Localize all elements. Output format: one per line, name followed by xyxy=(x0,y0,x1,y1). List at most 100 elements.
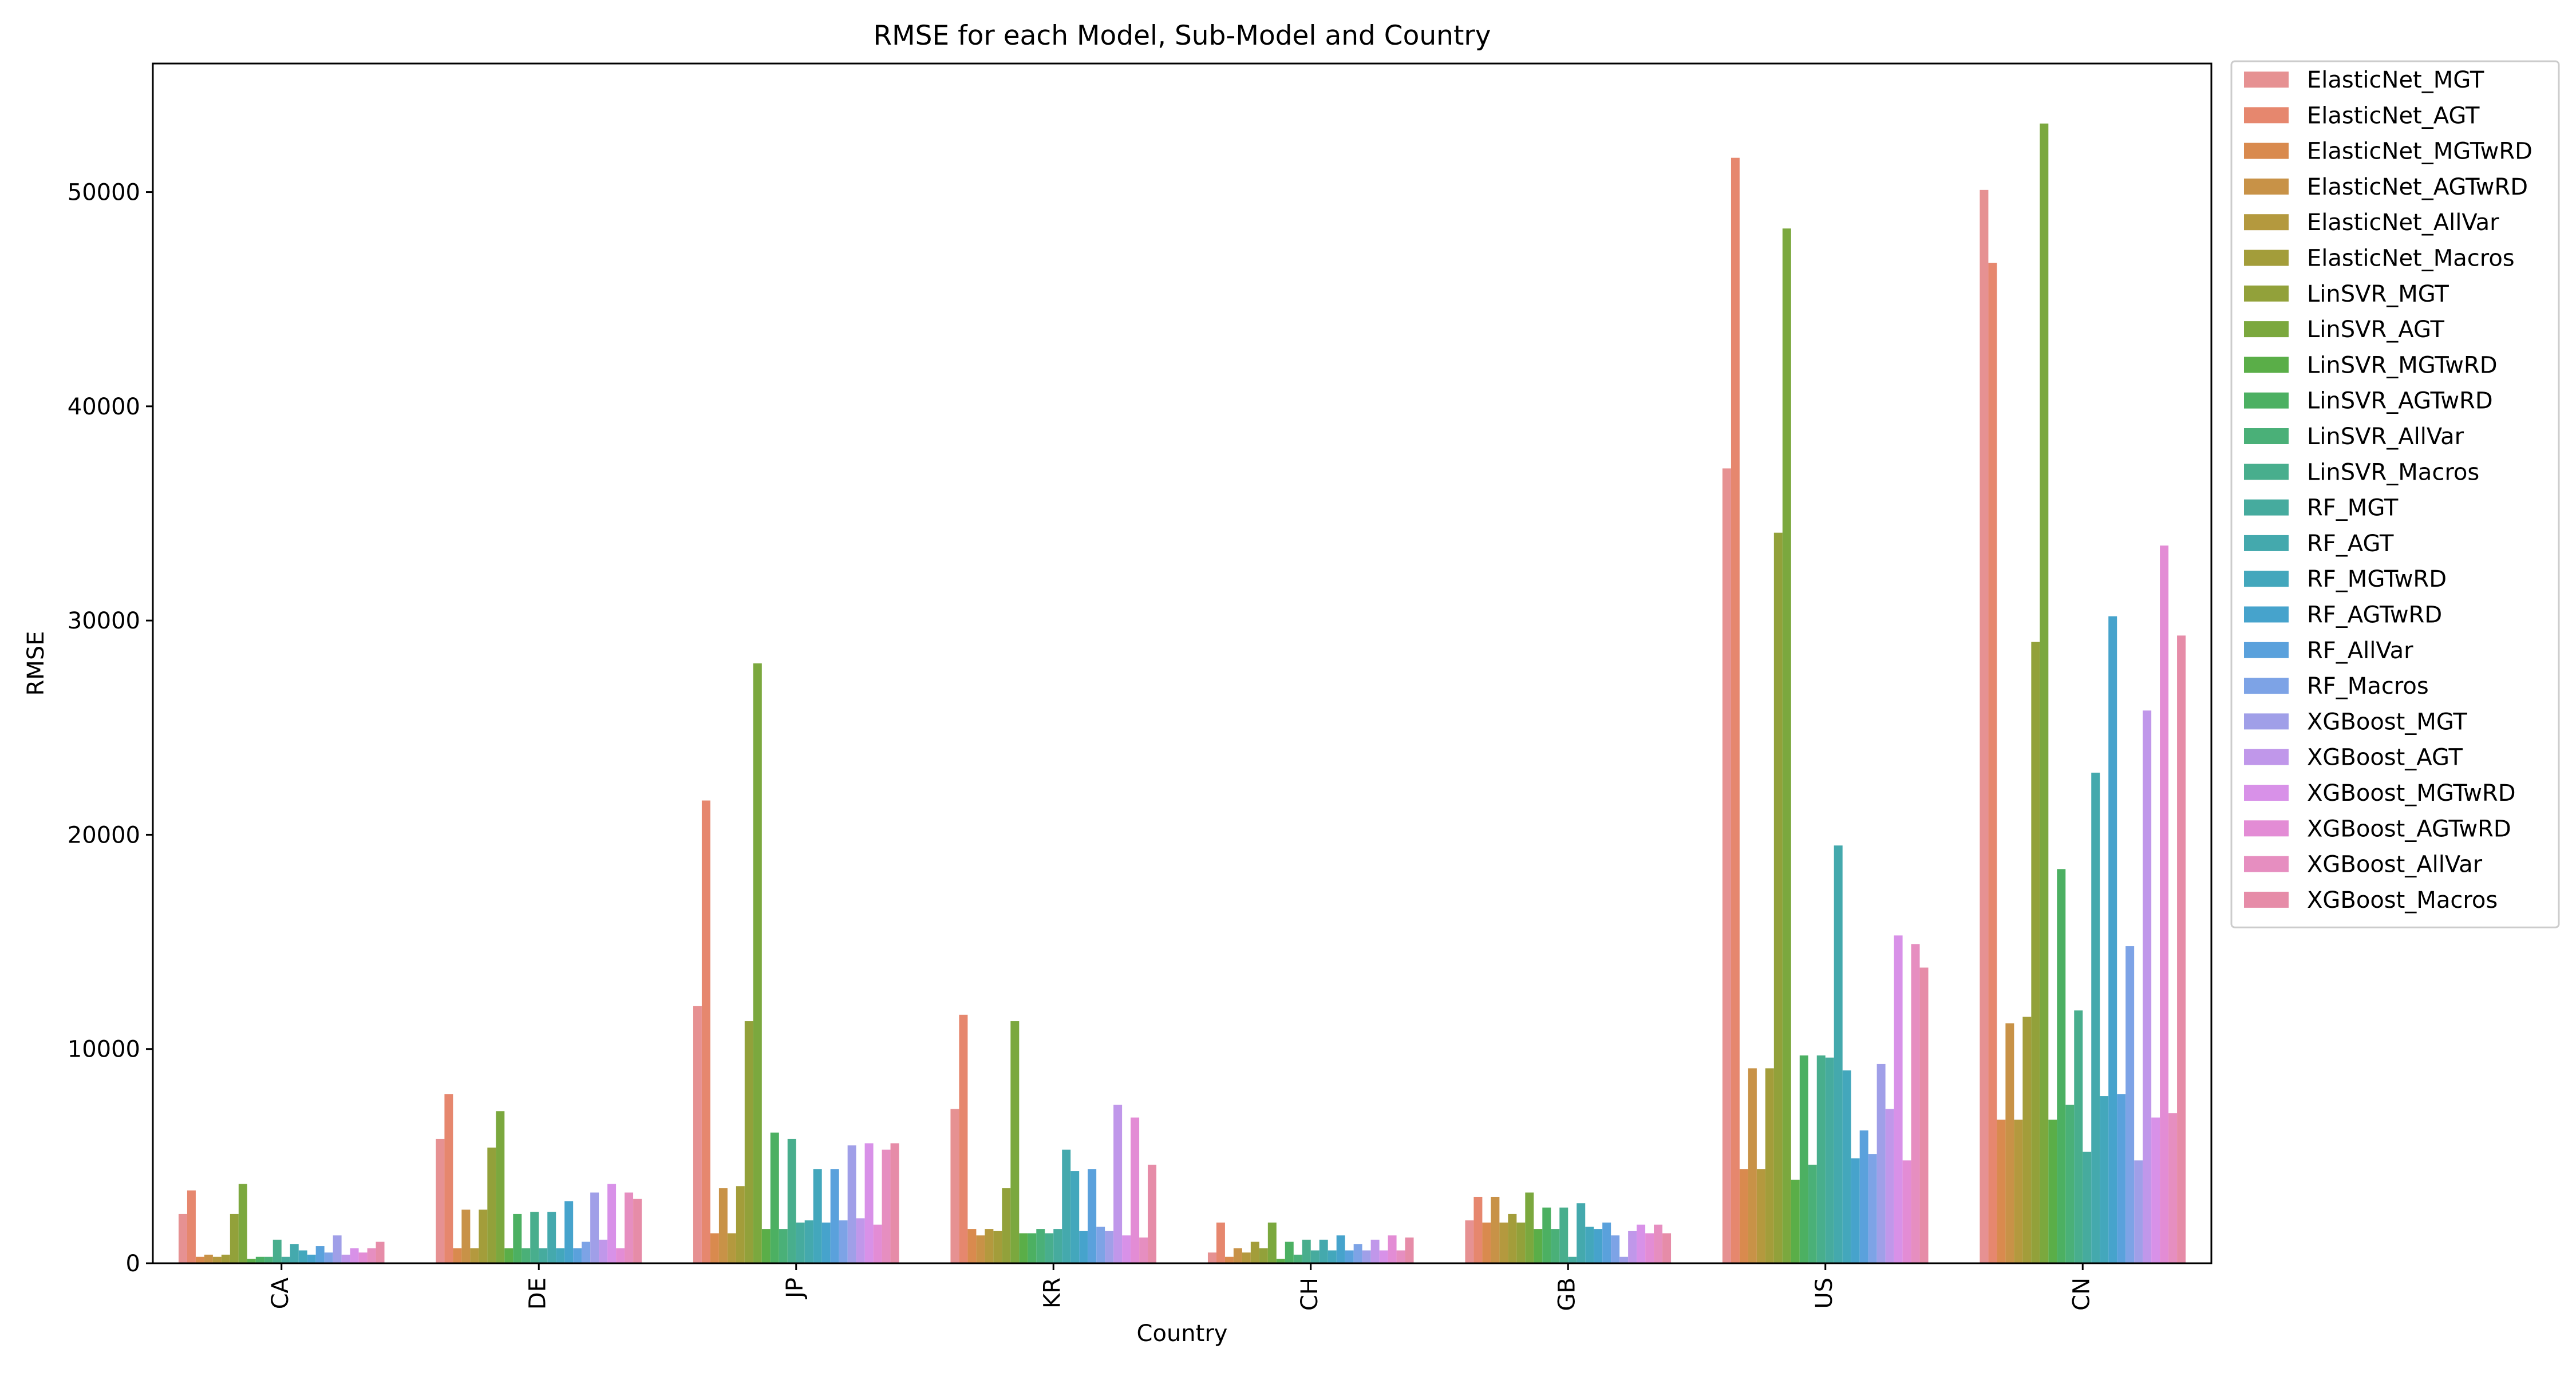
legend-label-XGBoost_Macros: XGBoost_Macros xyxy=(2307,887,2498,914)
bar-LinSVR_AGTwRD-DE xyxy=(513,1213,522,1263)
legend-label-ElasticNet_MGTwRD: ElasticNet_MGTwRD xyxy=(2307,139,2532,165)
legend-swatch-RF_AllVar xyxy=(2244,642,2289,658)
bar-ElasticNet_AGT-CH xyxy=(1216,1222,1225,1263)
bar-XGBoost_AllVar-DE xyxy=(625,1192,634,1263)
bar-ElasticNet_MGTwRD-CN xyxy=(1997,1120,2006,1263)
bar-LinSVR_MGT-KR xyxy=(1002,1188,1011,1263)
legend-swatch-LinSVR_AGT xyxy=(2244,321,2289,338)
bar-RF_MGTwRD-CA xyxy=(298,1250,307,1263)
bar-LinSVR_MGT-CA xyxy=(230,1213,239,1263)
bar-ElasticNet_Macros-CA xyxy=(221,1255,230,1263)
bar-RF_AGTwRD-KR xyxy=(1079,1231,1088,1263)
bar-XGBoost_AGT-CA xyxy=(341,1255,350,1263)
bar-ElasticNet_MGTwRD-US xyxy=(1739,1169,1748,1263)
bar-XGBoost_AGT-US xyxy=(1885,1109,1894,1263)
bar-LinSVR_AGTwRD-CN xyxy=(2057,869,2066,1263)
bar-LinSVR_AGT-CN xyxy=(2040,123,2049,1263)
legend-swatch-XGBoost_MGTwRD xyxy=(2244,785,2289,801)
bar-RF_AllVar-CH xyxy=(1345,1250,1354,1263)
bar-RF_AllVar-KR xyxy=(1088,1169,1097,1263)
bar-LinSVR_AGT-CA xyxy=(238,1184,247,1263)
bar-XGBoost_MGT-DE xyxy=(590,1192,599,1263)
bar-RF_AllVar-JP xyxy=(830,1169,839,1263)
bar-RF_MGT-GB xyxy=(1568,1256,1577,1263)
bar-LinSVR_AGT-DE xyxy=(496,1111,505,1263)
x-tick-label: CH xyxy=(1297,1278,1323,1311)
legend-label-LinSVR_MGTwRD: LinSVR_MGTwRD xyxy=(2307,352,2498,378)
bar-ElasticNet_AGT-JP xyxy=(701,800,710,1263)
legend-swatch-ElasticNet_AGTwRD xyxy=(2244,178,2289,195)
bar-LinSVR_AGT-US xyxy=(1782,228,1791,1264)
bar-RF_MGTwRD-US xyxy=(1842,1070,1851,1263)
bar-LinSVR_MGT-US xyxy=(1773,532,1783,1263)
bar-RF_AGTwRD-GB xyxy=(1594,1229,1603,1263)
bar-XGBoost_Macros-CA xyxy=(376,1241,385,1263)
bar-LinSVR_MGT-GB xyxy=(1516,1222,1526,1263)
bar-ElasticNet_MGTwRD-CH xyxy=(1224,1256,1234,1263)
y-tick-label: 40000 xyxy=(68,394,140,420)
bar-ElasticNet_Macros-US xyxy=(1765,1068,1774,1263)
bar-ElasticNet_AGT-CN xyxy=(1988,263,1997,1264)
bar-ElasticNet_MGTwRD-KR xyxy=(967,1229,977,1263)
legend-swatch-RF_MGT xyxy=(2244,499,2289,516)
bar-ElasticNet_Macros-DE xyxy=(479,1209,488,1263)
bar-RF_AllVar-CN xyxy=(2117,1094,2126,1263)
legend-swatch-ElasticNet_AGT xyxy=(2244,107,2289,124)
bar-RF_AGT-CN xyxy=(2091,772,2100,1263)
bar-ElasticNet_AGTwRD-CH xyxy=(1233,1248,1242,1263)
bar-ElasticNet_AllVar-CN xyxy=(2014,1120,2023,1263)
bar-ElasticNet_AGT-KR xyxy=(959,1014,968,1263)
y-tick-label: 10000 xyxy=(68,1037,140,1063)
bar-RF_AGT-CA xyxy=(290,1244,299,1263)
bar-ElasticNet_MGT-JP xyxy=(693,1006,702,1263)
x-tick-label: US xyxy=(1811,1278,1838,1309)
bar-RF_AGTwRD-CN xyxy=(2108,616,2117,1263)
bar-RF_AGTwRD-CH xyxy=(1336,1235,1345,1263)
bar-RF_AGT-US xyxy=(1834,845,1843,1263)
bar-RF_MGT-KR xyxy=(1053,1229,1062,1263)
bar-RF_AllVar-CA xyxy=(315,1246,325,1263)
bar-XGBoost_AGTwRD-DE xyxy=(616,1248,625,1263)
bar-XGBoost_Macros-CN xyxy=(2177,635,2186,1263)
bar-XGBoost_MGTwRD-GB xyxy=(1637,1224,1646,1263)
bar-XGBoost_MGT-JP xyxy=(847,1145,856,1263)
bar-RF_Macros-CH xyxy=(1353,1244,1362,1263)
bar-ElasticNet_MGTwRD-GB xyxy=(1482,1222,1491,1263)
legend-label-LinSVR_Macros: LinSVR_Macros xyxy=(2307,459,2479,485)
bar-LinSVR_AllVar-US xyxy=(1808,1164,1817,1263)
legend-swatch-RF_AGT xyxy=(2244,535,2289,551)
bar-ElasticNet_Macros-JP xyxy=(736,1186,745,1263)
bar-LinSVR_AGTwRD-CA xyxy=(255,1256,264,1263)
bar-LinSVR_AGTwRD-JP xyxy=(770,1132,779,1263)
bar-ElasticNet_AGT-GB xyxy=(1473,1196,1483,1263)
bar-LinSVR_Macros-JP xyxy=(787,1138,796,1263)
legend-label-RF_MGT: RF_MGT xyxy=(2307,495,2399,521)
bar-ElasticNet_MGT-US xyxy=(1722,468,1731,1263)
bar-XGBoost_AllVar-JP xyxy=(882,1149,891,1263)
bar-ElasticNet_AllVar-JP xyxy=(727,1233,736,1263)
bar-LinSVR_MGTwRD-CH xyxy=(1276,1259,1285,1263)
legend-swatch-LinSVR_AGTwRD xyxy=(2244,392,2289,409)
x-axis: CA DE JP KR CH GB US CN xyxy=(267,1263,2095,1311)
legend-label-RF_MGTwRD: RF_MGTwRD xyxy=(2307,566,2447,592)
bar-ElasticNet_MGT-KR xyxy=(950,1109,959,1263)
legend-swatch-XGBoost_AllVar xyxy=(2244,856,2289,872)
bar-LinSVR_MGTwRD-GB xyxy=(1534,1229,1543,1263)
bar-ElasticNet_MGT-DE xyxy=(436,1138,445,1263)
bar-LinSVR_AGTwRD-US xyxy=(1799,1055,1808,1263)
legend-label-LinSVR_AGTwRD: LinSVR_AGTwRD xyxy=(2307,388,2493,414)
legend-label-LinSVR_AllVar: LinSVR_AllVar xyxy=(2307,424,2464,450)
bar-XGBoost_AGTwRD-KR xyxy=(1131,1117,1140,1263)
legend-label-ElasticNet_AllVar: ElasticNet_AllVar xyxy=(2307,209,2499,236)
bar-ElasticNet_MGT-GB xyxy=(1465,1220,1474,1263)
x-tick-label: CN xyxy=(2068,1278,2095,1311)
bar-XGBoost_AGTwRD-CN xyxy=(2160,545,2169,1264)
legend-label-RF_AGT: RF_AGT xyxy=(2307,531,2394,557)
bar-LinSVR_MGTwRD-US xyxy=(1791,1180,1800,1263)
bar-XGBoost_AllVar-KR xyxy=(1139,1237,1148,1263)
legend-label-XGBoost_AllVar: XGBoost_AllVar xyxy=(2307,852,2483,878)
legend-label-ElasticNet_AGTwRD: ElasticNet_AGTwRD xyxy=(2307,174,2528,200)
bar-RF_AGT-JP xyxy=(804,1220,813,1263)
legend-swatch-XGBoost_MGT xyxy=(2244,713,2289,730)
y-tick-label: 50000 xyxy=(68,180,140,206)
